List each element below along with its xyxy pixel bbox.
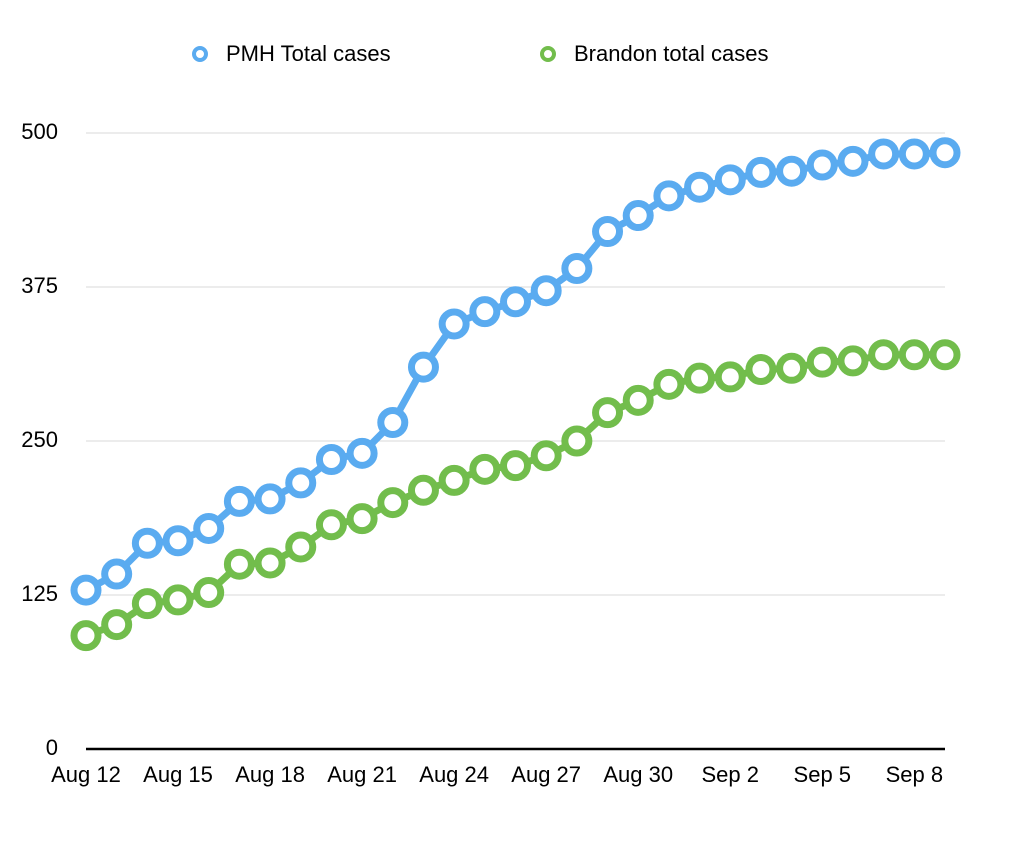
- x-tick-label: Aug 27: [511, 762, 581, 787]
- data-point: [500, 286, 531, 318]
- legend-label: Brandon total cases: [574, 41, 768, 66]
- x-tick-label: Sep 2: [702, 762, 760, 787]
- data-point: [377, 487, 409, 519]
- data-point: [714, 164, 746, 196]
- data-point: [193, 577, 225, 609]
- data-point: [469, 296, 501, 328]
- data-point: [714, 361, 746, 393]
- data-point: [530, 440, 562, 472]
- data-point: [806, 149, 838, 181]
- legend-label: PMH Total cases: [226, 41, 391, 66]
- data-point: [929, 137, 961, 169]
- data-point: [223, 485, 255, 517]
- data-point: [653, 368, 685, 400]
- data-point: [70, 574, 102, 606]
- data-point: [684, 171, 716, 203]
- data-point: [407, 351, 439, 383]
- y-tick-label: 500: [21, 119, 58, 144]
- x-tick-label: Aug 15: [143, 762, 213, 787]
- data-point: [193, 512, 225, 544]
- data-point: [254, 547, 286, 579]
- data-point: [162, 584, 194, 616]
- data-point: [868, 138, 900, 170]
- x-tick-label: Sep 5: [794, 762, 852, 787]
- data-point: [776, 155, 808, 187]
- data-point: [561, 425, 593, 457]
- x-tick-label: Aug 30: [603, 762, 673, 787]
- data-point: [837, 345, 869, 377]
- data-point: [70, 620, 102, 652]
- x-tick-label: Aug 21: [327, 762, 397, 787]
- data-point: [131, 527, 163, 559]
- y-tick-label: 125: [21, 581, 58, 606]
- data-point: [898, 138, 930, 170]
- data-point: [438, 464, 470, 496]
- data-point: [407, 474, 439, 506]
- data-point: [346, 503, 378, 535]
- data-point: [929, 339, 961, 371]
- data-point: [653, 180, 685, 212]
- data-point: [469, 453, 501, 485]
- data-point: [346, 437, 378, 469]
- data-point: [806, 346, 838, 378]
- x-tick-label: Aug 24: [419, 762, 489, 787]
- data-point: [622, 200, 654, 232]
- x-tick-label: Aug 18: [235, 762, 305, 787]
- data-point: [254, 483, 286, 515]
- y-tick-label: 250: [21, 427, 58, 452]
- data-point: [745, 156, 777, 188]
- data-point: [592, 216, 624, 248]
- data-point: [837, 145, 869, 177]
- data-point: [162, 525, 194, 557]
- data-point: [101, 609, 133, 641]
- data-point: [101, 558, 133, 590]
- data-point: [745, 354, 777, 386]
- data-point: [868, 339, 900, 371]
- data-point: [315, 443, 347, 475]
- data-point: [131, 588, 163, 620]
- y-tick-label: 0: [46, 735, 58, 760]
- data-point: [592, 397, 624, 429]
- data-point: [776, 352, 808, 384]
- data-point: [223, 548, 255, 580]
- data-point: [377, 407, 409, 439]
- x-tick-label: Sep 8: [886, 762, 944, 787]
- data-point: [500, 450, 531, 482]
- data-point: [315, 509, 347, 541]
- data-point: [530, 275, 562, 307]
- data-point: [898, 339, 930, 371]
- data-point: [285, 467, 317, 499]
- data-point: [438, 308, 470, 340]
- data-point: [684, 362, 716, 394]
- y-tick-label: 375: [21, 273, 58, 298]
- data-point: [622, 384, 654, 416]
- data-point: [561, 253, 593, 285]
- legend-marker: [192, 46, 208, 62]
- legend-marker: [540, 46, 556, 62]
- data-point: [285, 531, 317, 563]
- x-tick-label: Aug 12: [51, 762, 121, 787]
